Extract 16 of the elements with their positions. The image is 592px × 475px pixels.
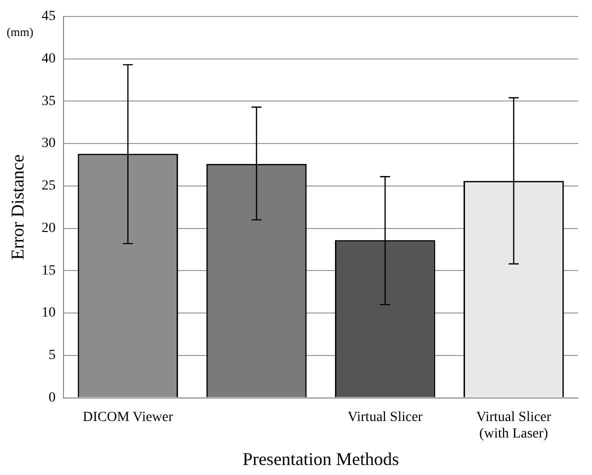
y-tick-label: 0 (48, 390, 56, 406)
y-tick-label: 30 (42, 136, 56, 152)
y-tick-label: 45 (42, 9, 56, 24)
x-tick-label: Virtual Slicer (348, 410, 423, 425)
y-axis-title: Error Distance (8, 154, 28, 260)
y-tick-label: 5 (48, 348, 56, 364)
y-tick-label: 10 (42, 306, 56, 321)
y-tick-label: 35 (42, 94, 56, 109)
y-tick-label: 20 (42, 220, 56, 236)
x-tick-label: Virtual Slicer (with Laser) (476, 410, 552, 442)
text: (mm) (6, 25, 34, 39)
y-tick-label: 15 (42, 263, 56, 278)
x-axis-title: Presentation Methods (242, 448, 400, 469)
y-tick-label: 40 (42, 51, 56, 66)
x-tick-label: DICOM Viewer (82, 410, 174, 425)
y-tick-label: 25 (42, 178, 56, 194)
